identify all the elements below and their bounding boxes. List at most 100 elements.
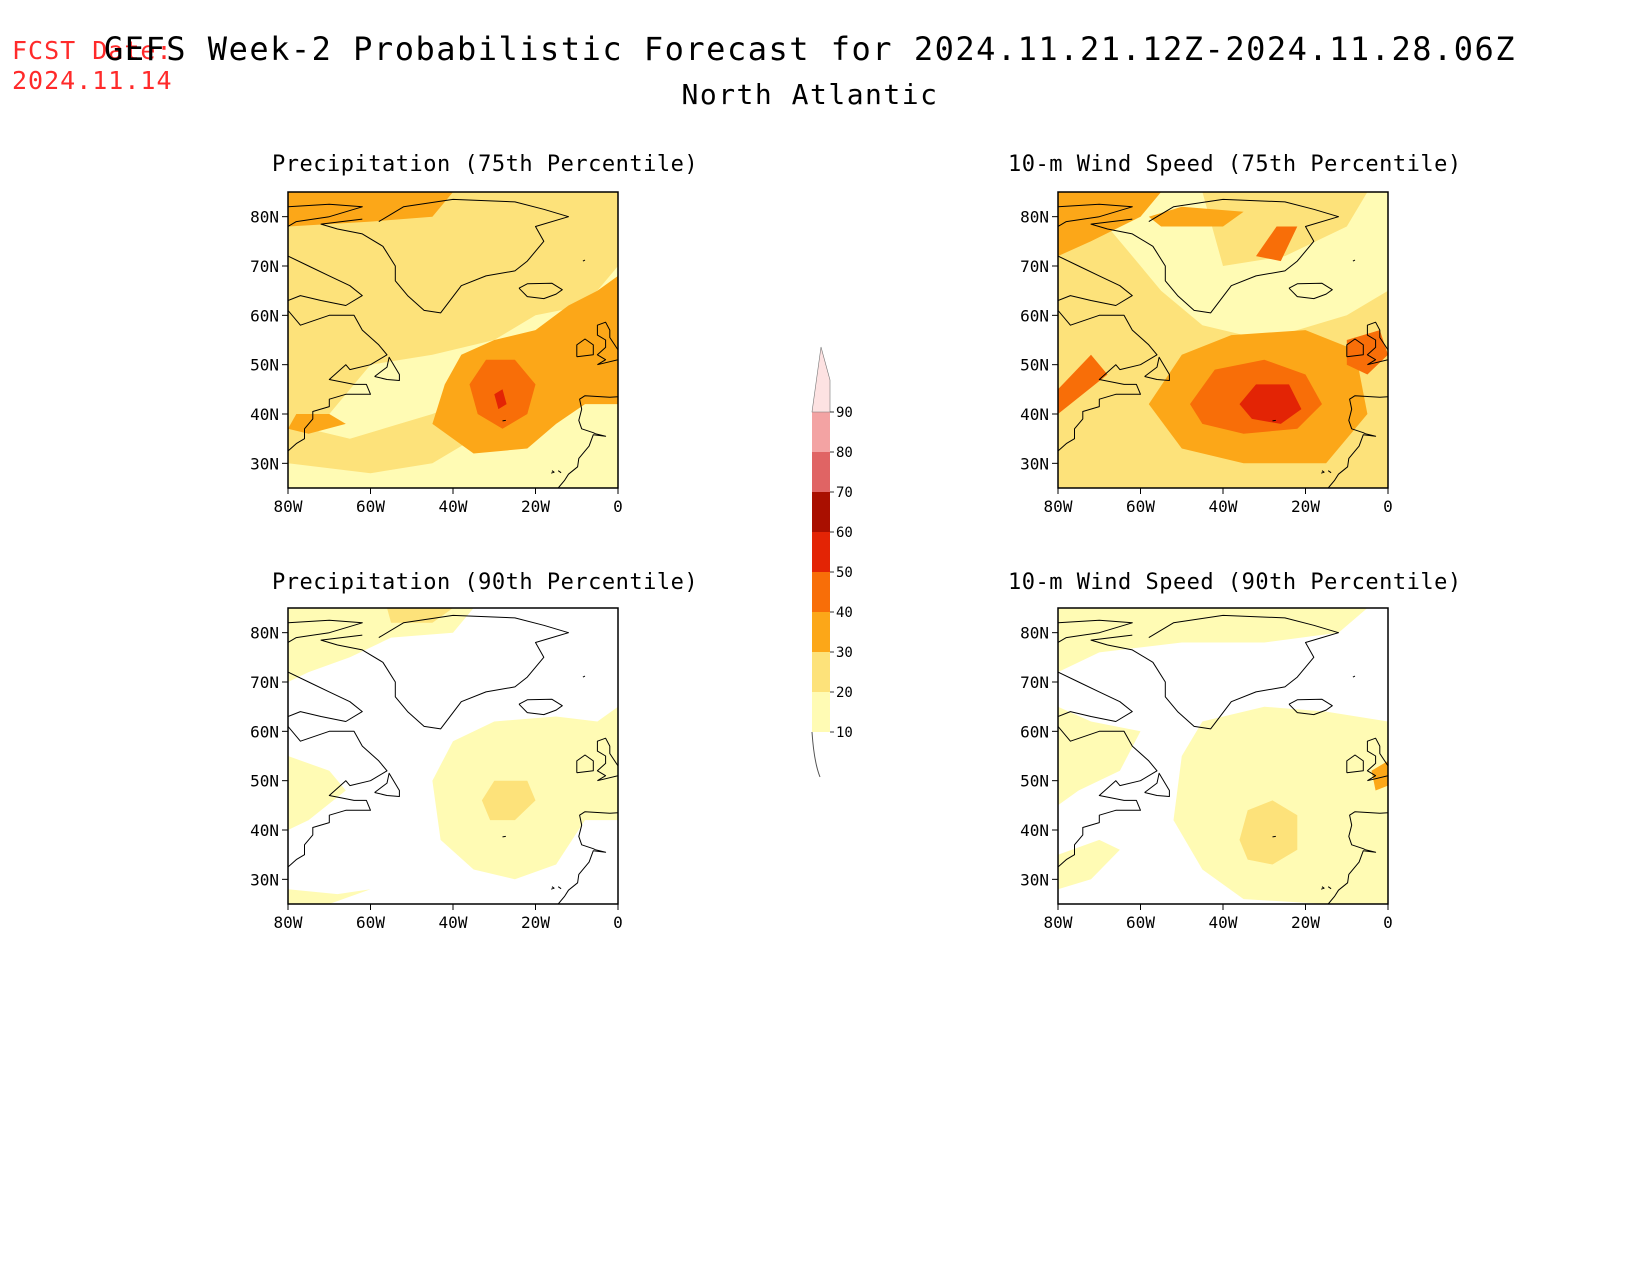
coastline — [582, 675, 586, 678]
lat-tick-label: 60N — [250, 306, 279, 325]
colorbar: 10 20 30 40 50 60 70 80 90 — [811, 346, 853, 778]
lat-tick-label: 40N — [250, 821, 279, 840]
coastline — [1352, 675, 1356, 678]
probability-contour — [288, 756, 346, 830]
coastline — [1366, 321, 1388, 366]
coastline — [1058, 726, 1158, 868]
probability-contour — [1371, 760, 1388, 791]
coastline — [1058, 255, 1133, 306]
colorbar-label: 80 — [836, 445, 853, 461]
coastline — [1288, 698, 1333, 716]
coastline — [288, 203, 363, 227]
coastline — [1327, 470, 1332, 474]
coastline — [1058, 203, 1133, 227]
coastline — [518, 698, 563, 716]
probability-contour — [481, 780, 536, 821]
probability-contour — [1239, 800, 1298, 865]
colorbar-segment — [812, 572, 830, 612]
lon-tick-label: 0 — [1383, 913, 1393, 932]
coastline — [557, 811, 618, 904]
lon-tick-label: 60W — [1126, 913, 1155, 932]
probability-contour — [387, 608, 453, 623]
lon-tick-label: 80W — [1044, 913, 1073, 932]
colorbar-label: 70 — [836, 485, 853, 501]
colorbar-label: 40 — [836, 605, 853, 621]
probability-contour — [1058, 192, 1162, 257]
lat-tick-label: 50N — [250, 772, 279, 791]
coastline — [288, 310, 388, 452]
lat-tick-label: 80N — [1020, 208, 1049, 227]
coastline — [518, 282, 563, 300]
panel-title-wind-75: 10-m Wind Speed (75th Percentile) — [1008, 152, 1462, 177]
coastline — [557, 395, 618, 488]
colorbar-segment — [812, 412, 830, 452]
coastline — [1321, 470, 1325, 474]
map-wind-75: 80W 60W 40W 20W 0 80N 70N 60N 50N 40N 30N — [1020, 191, 1393, 516]
lon-tick-label: 20W — [1291, 913, 1320, 932]
coastline — [502, 419, 506, 422]
coastline — [1058, 619, 1133, 643]
region-subtitle: North Atlantic — [681, 78, 939, 111]
coastline — [582, 259, 586, 262]
coastline — [1346, 338, 1364, 358]
lat-tick-label: 50N — [250, 356, 279, 375]
coastline — [288, 255, 363, 306]
probability-contour — [288, 192, 453, 227]
lat-tick-label: 60N — [1020, 722, 1049, 741]
panel-title-precip-90: Precipitation (90th Percentile) — [272, 570, 699, 595]
map-precip-90: 80W 60W 40W 20W 0 80N 70N 60N 50N 40N 30N — [250, 607, 623, 932]
lon-tick-label: 80W — [274, 913, 303, 932]
lon-tick-label: 80W — [1044, 497, 1073, 516]
coastline — [374, 356, 400, 381]
coastline — [374, 772, 400, 797]
lat-tick-label: 50N — [1020, 772, 1049, 791]
coastline — [502, 835, 506, 838]
colorbar-label: 10 — [836, 725, 853, 741]
colorbar-segment — [812, 612, 830, 652]
probability-fill — [1058, 192, 1388, 488]
coastline — [576, 754, 594, 774]
colorbar-segment — [812, 452, 830, 492]
coastline — [1144, 356, 1170, 381]
lat-tick-label: 60N — [250, 722, 279, 741]
probability-contour — [494, 389, 507, 410]
map-precip-75: 80W 60W 40W 20W 0 80N 70N 60N 50N 40N 30N — [250, 191, 623, 516]
forecast-date-label: FCST Date: — [12, 36, 173, 65]
coastline — [1272, 835, 1276, 838]
coastline — [1321, 886, 1325, 890]
lon-tick-label: 40W — [439, 497, 468, 516]
colorbar-label: 20 — [836, 685, 853, 701]
coastline — [288, 726, 388, 868]
coastline — [1090, 198, 1339, 314]
lat-tick-label: 70N — [250, 673, 279, 692]
coastline — [1346, 754, 1364, 774]
colorbar-segment — [812, 692, 830, 732]
probability-contour — [1058, 608, 1368, 673]
coastline — [288, 619, 363, 643]
lat-tick-label: 30N — [250, 870, 279, 889]
map-wind-90: 80W 60W 40W 20W 0 80N 70N 60N 50N 40N 30N — [1020, 607, 1393, 932]
colorbar-label: 60 — [836, 525, 853, 541]
coastline — [1327, 395, 1388, 488]
coastline — [1272, 419, 1276, 422]
coastline — [557, 886, 562, 890]
coastline — [551, 470, 555, 474]
lat-tick-label: 70N — [1020, 257, 1049, 276]
coastline — [320, 198, 569, 314]
lon-tick-label: 20W — [521, 913, 550, 932]
colorbar-segment — [811, 346, 831, 413]
lon-tick-label: 60W — [356, 913, 385, 932]
coastline — [596, 737, 618, 782]
lat-tick-label: 40N — [1020, 405, 1049, 424]
probability-contour — [288, 192, 618, 439]
colorbar-segment — [812, 652, 830, 692]
lon-tick-label: 0 — [613, 497, 623, 516]
lat-tick-label: 70N — [250, 257, 279, 276]
colorbar-label: 90 — [836, 405, 853, 421]
colorbar-tail — [811, 731, 821, 778]
coastline — [288, 671, 363, 722]
coastline — [576, 338, 594, 358]
probability-contour — [1346, 330, 1388, 375]
lon-tick-label: 40W — [1209, 913, 1238, 932]
probability-contour — [1148, 206, 1244, 227]
